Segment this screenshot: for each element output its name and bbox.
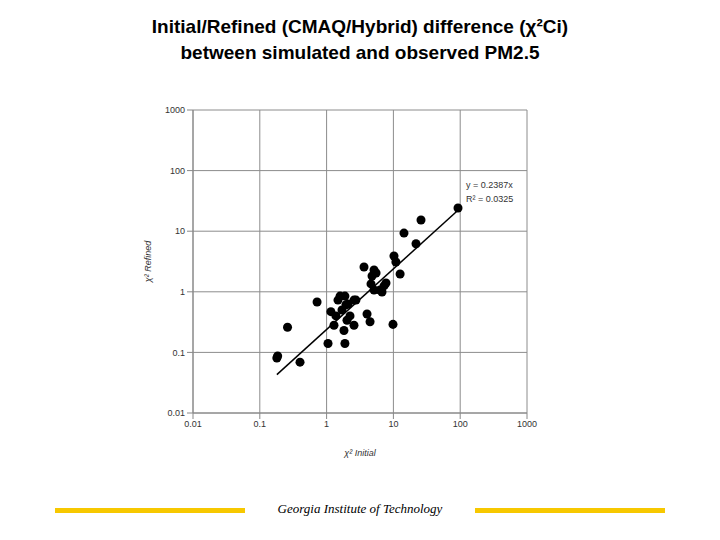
svg-text:0.01: 0.01 xyxy=(184,419,202,429)
svg-text:100: 100 xyxy=(170,166,185,176)
svg-text:1: 1 xyxy=(180,287,185,297)
html-text:R² = 0.0325: R² = 0.0325 xyxy=(466,194,514,204)
svg-text:1000: 1000 xyxy=(517,419,537,429)
html-text:y = 0.2387x: y = 0.2387x xyxy=(466,180,513,190)
svg-text:0.01: 0.01 xyxy=(167,408,185,418)
html-text:Initial/Refined (CMAQ/Hybrid): Initial/Refined (CMAQ/Hybrid) difference… xyxy=(151,16,569,37)
html-text:between simulated and observed: between simulated and observed PM2.5 xyxy=(180,42,540,63)
svg-text:1: 1 xyxy=(324,419,329,429)
html-text:Georgia Institute of Technolog: Georgia Institute of Technology xyxy=(277,501,443,516)
svg-text:100: 100 xyxy=(453,419,468,429)
svg-text:0.1: 0.1 xyxy=(254,419,267,429)
svg-text:10: 10 xyxy=(388,419,398,429)
svg-text:0.1: 0.1 xyxy=(172,348,185,358)
svg-text:1000: 1000 xyxy=(165,105,185,115)
svg-text:10: 10 xyxy=(175,226,185,236)
svg-text:χ² Refined: χ² Refined xyxy=(143,240,153,283)
svg-text:χ² Initial: χ² Initial xyxy=(343,448,376,458)
